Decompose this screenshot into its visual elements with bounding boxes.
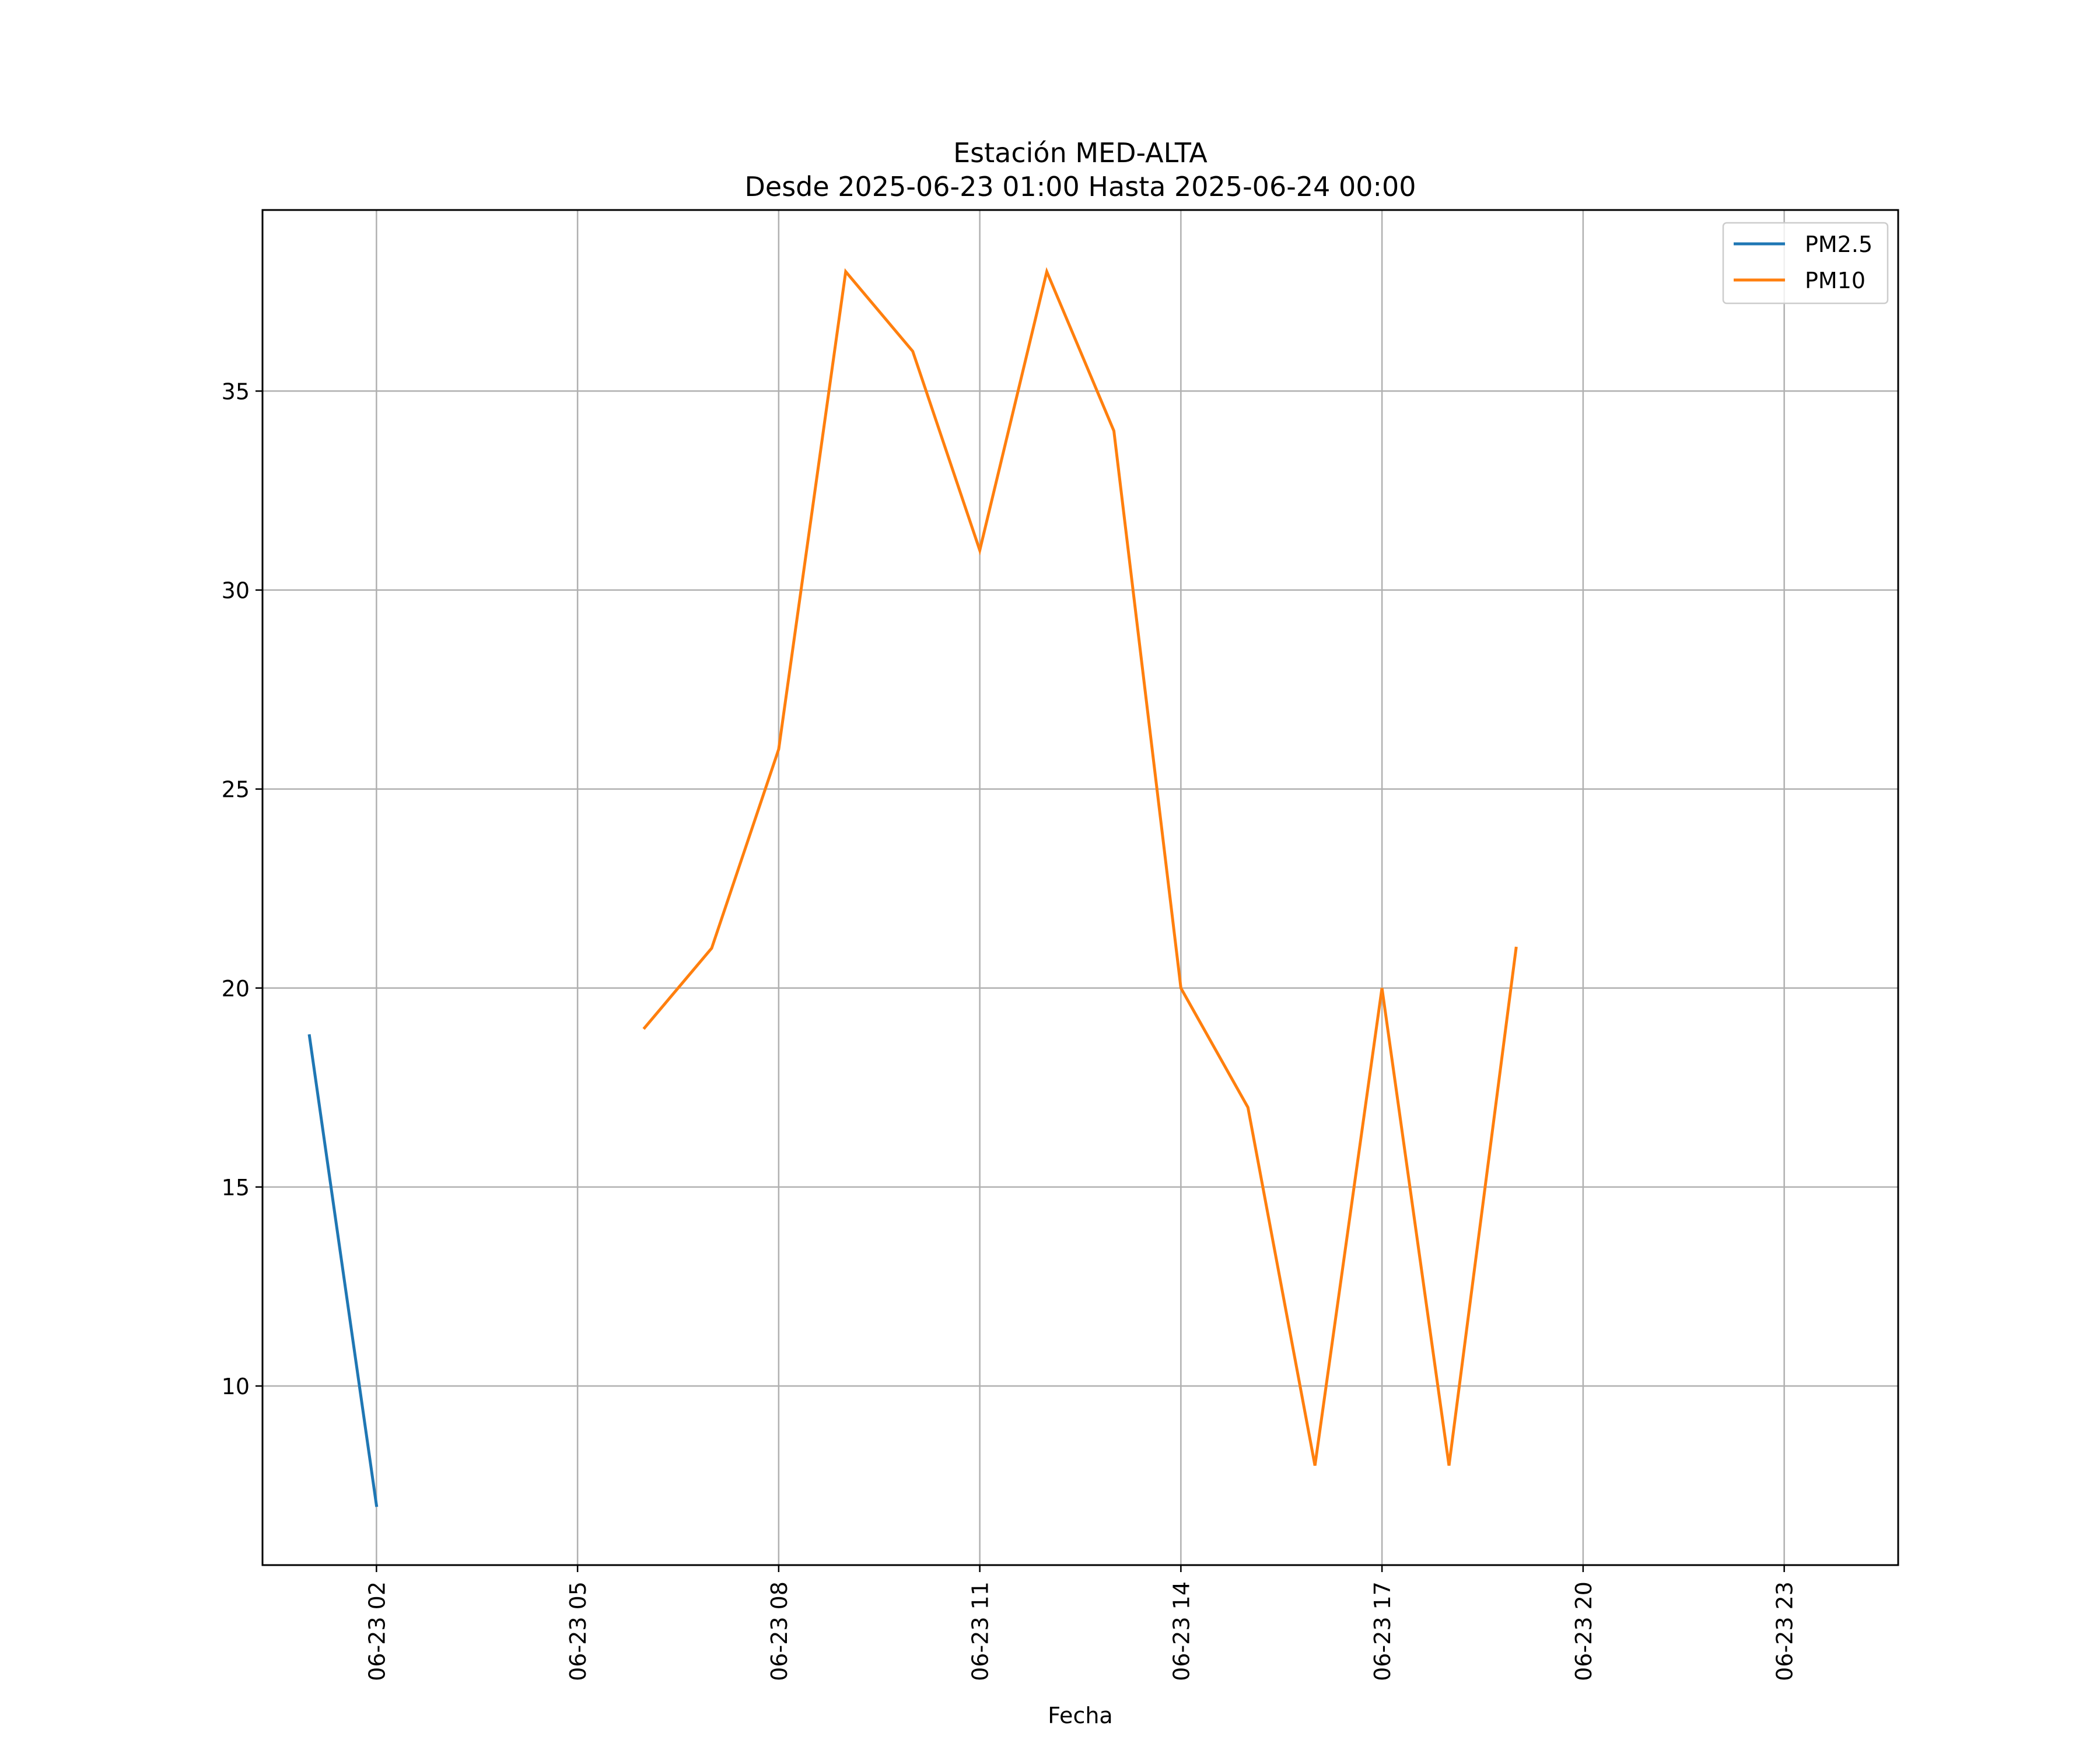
chart-title-line2: Desde 2025-06-23 01:00 Hasta 2025-06-24 … — [744, 171, 1416, 202]
y-tick-label: 35 — [222, 379, 250, 404]
series-line-pm25 — [307, 1034, 379, 1507]
y-tick-label: 20 — [222, 976, 250, 1002]
series-lines — [307, 267, 1518, 1507]
grid — [262, 210, 1898, 1565]
x-axis-label: Fecha — [1048, 1703, 1112, 1728]
chart-title-line1: Estación MED-ALTA — [953, 137, 1208, 169]
y-tick-label: 30 — [222, 578, 250, 604]
legend: PM2.5 PM10 — [1722, 222, 1889, 304]
x-tick-label: 06-23 23 — [1772, 1581, 1798, 1681]
y-tick-label: 10 — [222, 1374, 250, 1399]
x-tick-label: 06-23 14 — [1168, 1581, 1194, 1681]
y-tick-label: 15 — [222, 1175, 250, 1200]
x-tick-label: 06-23 08 — [766, 1581, 792, 1681]
axis-ticks: 10 15 20 25 30 35 06-23 02 06-23 05 06-23 08 06-2… — [222, 379, 1798, 1681]
legend-label-pm25: PM2.5 — [1805, 232, 1873, 257]
x-tick-label: 06-23 20 — [1571, 1581, 1597, 1681]
series-line-pm10 — [642, 267, 1518, 1466]
x-tick-label: 06-23 11 — [968, 1581, 993, 1681]
x-tick-label: 06-23 17 — [1370, 1581, 1395, 1681]
legend-label-pm10: PM10 — [1805, 268, 1866, 293]
y-tick-label: 25 — [222, 777, 250, 803]
plot-area-frame — [261, 209, 1899, 1566]
x-tick-label: 06-23 02 — [364, 1581, 390, 1681]
x-tick-label: 06-23 05 — [565, 1581, 591, 1681]
